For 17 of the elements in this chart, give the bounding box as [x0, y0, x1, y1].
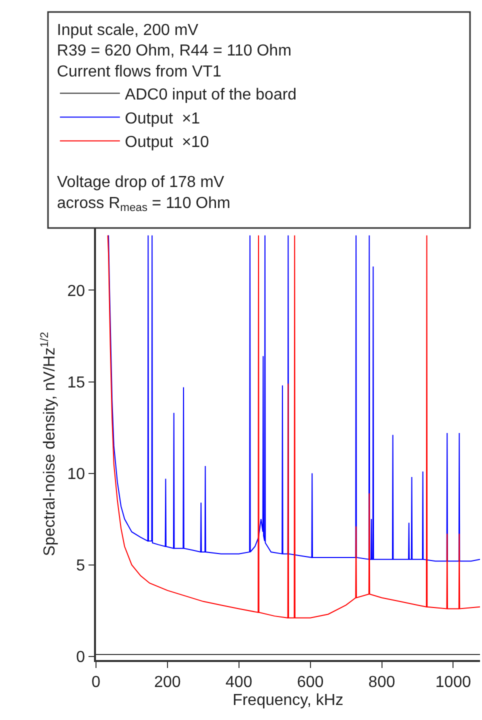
x-tick-label: 400: [226, 674, 252, 691]
x-tick-label: 1000: [435, 674, 472, 691]
y-tick-label: 0: [76, 648, 86, 666]
text: Voltage drop of 178 mV across R$_{meas}$ = 110 Ohm: [57, 174, 230, 214]
legend-label: Output ×10: [124, 134, 210, 152]
y-tick-label: 15: [67, 374, 86, 392]
y-tick-label: 20: [67, 282, 86, 300]
x-tick-label: 800: [368, 674, 396, 691]
y-tick-label: 5: [76, 557, 86, 574]
y-tick-label: 10: [67, 466, 86, 483]
legend-title: Input scale, 200 mV R39 = 620 Ohm, R44 = 110 Ohm Current flows from VT1: [56, 22, 292, 80]
legend-label: ADC0 input of the board: [124, 86, 297, 104]
x-tick-label: 200: [154, 674, 181, 691]
x-tick-label: 600: [296, 674, 324, 691]
x-tick-label: 0: [92, 674, 101, 691]
x-axis-title: Frequency, kHz: [232, 692, 344, 710]
legend-label: Output ×1: [124, 110, 200, 128]
